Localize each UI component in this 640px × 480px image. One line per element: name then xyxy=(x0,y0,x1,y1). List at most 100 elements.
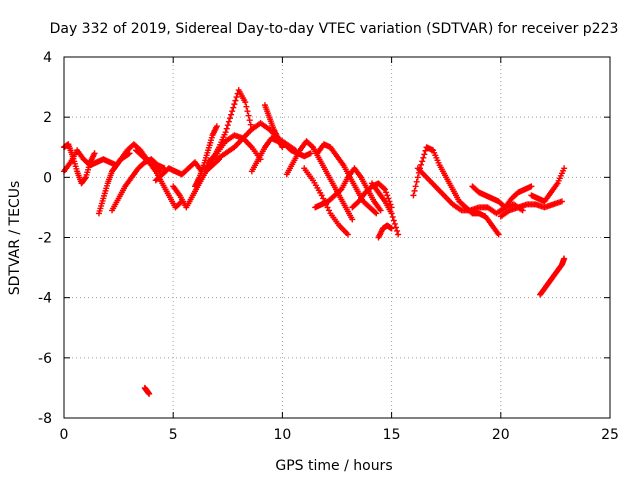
data-point xyxy=(392,224,399,231)
data-point xyxy=(337,187,344,194)
x-tick-label: 25 xyxy=(601,427,619,443)
data-points xyxy=(61,87,568,397)
series-arc-k xyxy=(205,132,264,166)
data-point xyxy=(422,147,429,154)
y-tick-labels: -8 -6 -4 -2 0 2 4 xyxy=(38,50,52,427)
data-point xyxy=(411,187,418,194)
y-tick-label: -2 xyxy=(38,231,52,247)
data-point xyxy=(388,210,395,217)
data-point xyxy=(242,99,249,106)
data-point xyxy=(410,192,417,199)
series-arc-n xyxy=(261,102,286,151)
data-point xyxy=(223,125,230,132)
data-point xyxy=(561,165,568,172)
series-arc-b xyxy=(61,141,98,187)
data-point xyxy=(528,183,535,190)
data-point xyxy=(222,129,229,136)
data-point xyxy=(229,108,236,115)
x-tick-label: 10 xyxy=(273,427,291,443)
data-point xyxy=(307,150,314,157)
x-tick-label: 5 xyxy=(169,427,178,443)
data-point xyxy=(146,390,153,397)
data-point xyxy=(421,151,428,158)
series-arc-low xyxy=(537,255,568,298)
data-point xyxy=(344,231,351,238)
series-arc-q xyxy=(312,165,384,214)
data-point xyxy=(228,111,235,118)
data-point xyxy=(232,97,239,104)
data-point xyxy=(412,183,419,190)
data-point xyxy=(226,115,233,122)
data-point xyxy=(388,225,395,232)
data-point xyxy=(395,231,402,238)
data-point xyxy=(394,227,401,234)
data-point xyxy=(495,231,502,238)
data-point xyxy=(91,150,98,157)
y-tick-label: -8 xyxy=(38,411,52,427)
data-point xyxy=(318,192,325,199)
data-point xyxy=(384,192,391,199)
series-arc-x xyxy=(469,183,535,211)
data-point xyxy=(279,144,286,151)
y-tick-label: 0 xyxy=(43,170,52,186)
data-point xyxy=(414,174,421,181)
data-point xyxy=(390,217,397,224)
data-point xyxy=(225,118,232,125)
series-arc-v xyxy=(410,144,502,238)
x-tick-label: 15 xyxy=(383,427,401,443)
x-axis-label: GPS time / hours xyxy=(275,458,392,474)
series-arc-z xyxy=(528,165,568,205)
x-tick-labels: 0 5 10 15 20 25 xyxy=(60,427,619,443)
x-tick-label: 20 xyxy=(492,427,510,443)
x-tick-label: 0 xyxy=(60,427,69,443)
data-point xyxy=(324,204,331,211)
series-arc-t xyxy=(368,180,402,238)
data-point xyxy=(383,189,390,196)
data-point xyxy=(82,175,89,182)
data-point xyxy=(224,122,231,129)
axis-ticks xyxy=(63,56,611,419)
data-point xyxy=(325,207,332,214)
data-point xyxy=(243,103,250,110)
data-point xyxy=(372,209,379,216)
y-tick-label: 2 xyxy=(43,110,52,126)
data-point xyxy=(320,195,327,202)
y-tick-label: -6 xyxy=(38,351,52,367)
data-point xyxy=(233,94,240,101)
data-point xyxy=(231,101,238,108)
data-point xyxy=(387,201,394,208)
data-point xyxy=(247,121,254,128)
data-point xyxy=(382,186,389,193)
series-arc-o xyxy=(283,138,356,223)
series-arc-r xyxy=(314,141,380,217)
data-point xyxy=(230,104,237,111)
data-point xyxy=(246,117,253,124)
grid-lines xyxy=(64,57,610,418)
data-point xyxy=(373,210,380,217)
data-point xyxy=(244,108,251,115)
data-point xyxy=(419,158,426,165)
y-axis-label: SDTVAR / TECUs xyxy=(7,181,23,296)
data-point xyxy=(380,185,387,192)
y-tick-label: -4 xyxy=(38,291,52,307)
data-point xyxy=(245,112,252,119)
y-tick-label: 4 xyxy=(43,50,52,66)
data-point xyxy=(561,255,568,262)
data-point xyxy=(389,213,396,220)
data-point xyxy=(385,195,392,202)
data-point xyxy=(308,143,315,150)
series-arc-d xyxy=(109,156,168,214)
series-arc-u xyxy=(375,222,395,241)
data-point xyxy=(377,207,384,214)
data-point xyxy=(349,216,356,223)
data-point xyxy=(413,178,420,185)
data-point xyxy=(558,198,565,205)
data-point xyxy=(420,154,427,161)
data-point xyxy=(213,123,220,130)
series-arc-outlier xyxy=(141,384,153,397)
data-point xyxy=(391,220,398,227)
series-arc-i xyxy=(192,123,220,190)
chart-title: Day 332 of 2019, Sidereal Day-to-day VTE… xyxy=(50,21,619,37)
data-point xyxy=(418,161,425,168)
